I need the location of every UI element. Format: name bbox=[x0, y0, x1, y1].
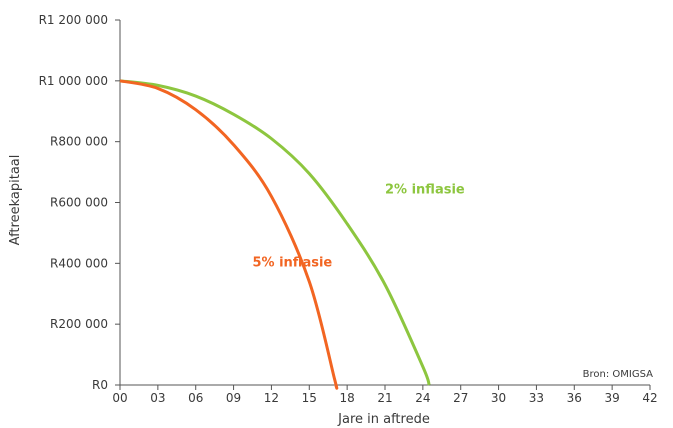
x-tick-label: 00 bbox=[112, 391, 127, 405]
x-tick-label: 27 bbox=[453, 391, 468, 405]
source-label: Bron: OMIGSA bbox=[583, 369, 653, 380]
x-tick-label: 33 bbox=[529, 391, 544, 405]
x-tick-label: 42 bbox=[642, 391, 657, 405]
series-lines bbox=[119, 79, 431, 390]
y-tick-label: R200 000 bbox=[50, 317, 108, 331]
x-tick-label: 30 bbox=[491, 391, 506, 405]
x-tick-label: 18 bbox=[340, 391, 355, 405]
series-labels: 2% inflasie 5% inflasie bbox=[253, 182, 465, 270]
y-tick-label: R1 200 000 bbox=[39, 13, 108, 27]
x-tick-label: 24 bbox=[415, 391, 430, 405]
x-tick-label: 39 bbox=[605, 391, 620, 405]
y-tick-label: R1 000 000 bbox=[39, 74, 108, 88]
x-axis: 00 03 06 09 12 15 18 21 24 27 30 33 36 39 42 bbox=[112, 384, 658, 405]
y-tick-label: R400 000 bbox=[50, 256, 108, 270]
y-tick-label: R0 bbox=[92, 378, 108, 392]
x-tick-label: 36 bbox=[567, 391, 582, 405]
x-tick-label: 06 bbox=[188, 391, 203, 405]
y-axis-title: Aftreekapitaal bbox=[8, 155, 23, 246]
series-line-1 bbox=[119, 79, 339, 390]
x-tick-label: 12 bbox=[264, 391, 279, 405]
x-tick-label: 21 bbox=[377, 391, 392, 405]
y-tick-label: R600 000 bbox=[50, 196, 108, 210]
x-tick-label: 15 bbox=[302, 391, 317, 405]
y-axis: R0 R200 000 R400 000 R600 000 R800 000 R1 000… bbox=[39, 13, 121, 392]
y-tick-label: R800 000 bbox=[50, 135, 108, 149]
series-label-1: 5% inflasie bbox=[253, 255, 333, 270]
series-line-0 bbox=[119, 79, 431, 386]
x-tick-label: 09 bbox=[226, 391, 241, 405]
series-label-0: 2% inflasie bbox=[385, 182, 465, 197]
x-axis-title: Jare in aftrede bbox=[337, 412, 430, 427]
x-tick-label: 03 bbox=[150, 391, 165, 405]
